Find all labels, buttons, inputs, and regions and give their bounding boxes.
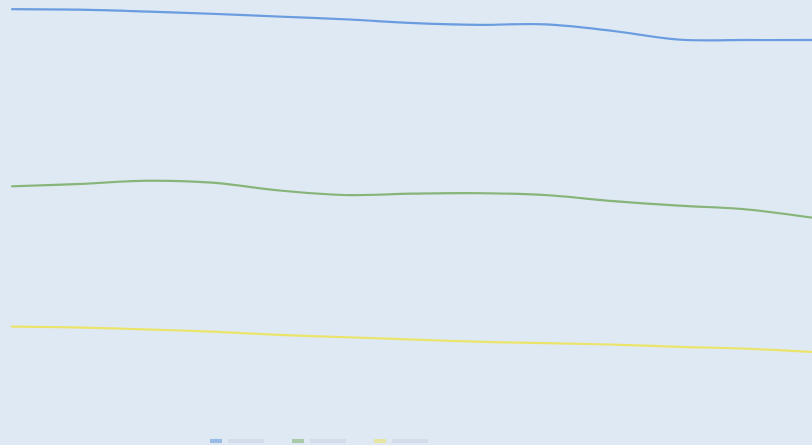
legend-label-placeholder-2	[310, 439, 346, 443]
legend-label-placeholder-3	[392, 439, 428, 443]
legend-label-placeholder-1	[228, 439, 264, 443]
series-line-2	[10, 179, 812, 219]
legend-swatch-3	[374, 439, 386, 443]
legend-swatch-1	[210, 439, 222, 443]
legend-swatch-2	[292, 439, 304, 443]
series-line-1	[10, 8, 812, 42]
legend	[210, 439, 428, 443]
series-layer	[10, 8, 812, 353]
series-line-3	[10, 325, 812, 353]
